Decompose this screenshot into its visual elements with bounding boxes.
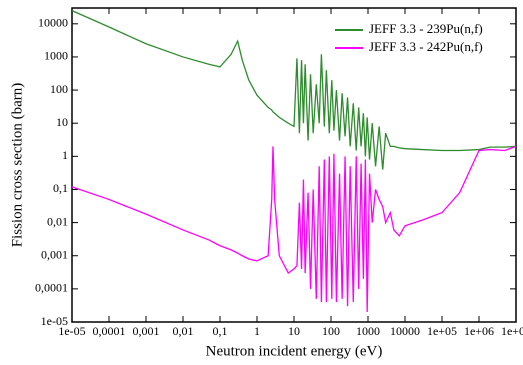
y-tick-label: 1e-05 <box>41 314 68 328</box>
y-tick-label: 0,001 <box>41 247 68 261</box>
x-axis-label: Neutron incident energy (eV) <box>206 343 383 359</box>
x-tick-label: 1 <box>254 324 260 338</box>
x-tick-label: 10000 <box>390 324 420 338</box>
legend-label: JEFF 3.3 - 239Pu(n,f) <box>369 21 483 36</box>
x-tick-label: 0,001 <box>133 324 160 338</box>
x-tick-label: 10 <box>288 324 300 338</box>
y-tick-label: 0,01 <box>47 214 68 228</box>
x-tick-label: 1e+07 <box>501 324 523 338</box>
x-tick-label: 1e+06 <box>464 324 494 338</box>
y-tick-label: 1000 <box>44 49 68 63</box>
y-tick-label: 0,0001 <box>35 281 68 295</box>
x-tick-label: 1e+05 <box>427 324 457 338</box>
y-tick-label: 100 <box>50 82 68 96</box>
series-line <box>71 145 517 313</box>
y-tick-label: 0,1 <box>53 181 68 195</box>
x-tick-label: 0,1 <box>213 324 228 338</box>
y-axis-label: Fission cross section (barn) <box>9 83 25 248</box>
x-tick-label: 0,0001 <box>93 324 126 338</box>
y-tick-label: 10 <box>56 115 68 129</box>
y-tick-label: 10000 <box>38 16 68 30</box>
legend-label: JEFF 3.3 - 242Pu(n,f) <box>369 39 483 54</box>
x-tick-label: 0,01 <box>173 324 194 338</box>
series-line <box>71 10 517 170</box>
x-tick-label: 1000 <box>356 324 380 338</box>
y-tick-label: 1 <box>62 148 68 162</box>
plot-frame <box>71 7 517 323</box>
x-tick-label: 100 <box>322 324 340 338</box>
x-tick-label: 1e-05 <box>58 324 85 338</box>
